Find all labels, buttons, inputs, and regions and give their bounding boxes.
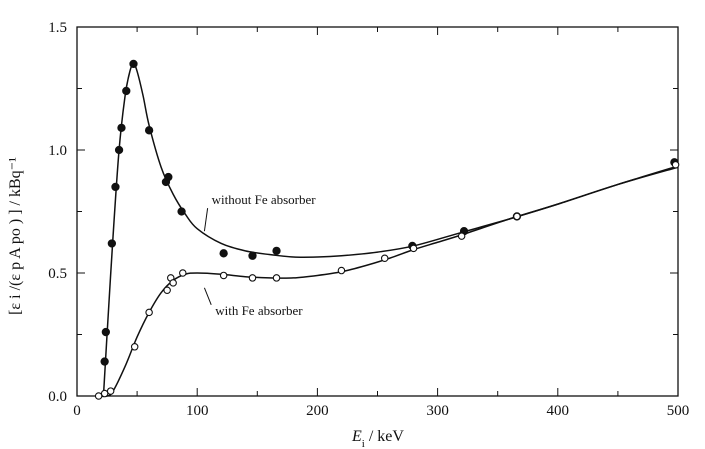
plot-border (76, 26, 679, 397)
x-axis-title: Ei / keV (351, 428, 404, 449)
data-point-open (409, 244, 418, 253)
data-point-open (179, 269, 187, 277)
annotation-leader (203, 287, 212, 306)
x-tick-label: 100 (186, 403, 209, 419)
y-tick-label: 0.0 (48, 389, 67, 405)
data-point-filled (272, 246, 281, 256)
series-2-curve (95, 165, 679, 398)
data-point-open (380, 254, 389, 262)
tick-labels: 0 100 200 300 400 500 0.0 0.5 1.0 1.5 (48, 20, 689, 419)
y-tick-label: 0.5 (48, 266, 67, 282)
x-tick-label: 200 (306, 403, 329, 419)
annotation-leader (203, 208, 209, 232)
data-point-open (671, 161, 680, 169)
data-point-filled (101, 327, 110, 337)
plot-frame (76, 26, 679, 397)
y-tick-label: 1.0 (48, 143, 67, 159)
data-point-open (513, 212, 521, 221)
series-1-curve (102, 63, 679, 397)
data-point-open (106, 387, 115, 395)
data-point-filled (107, 239, 117, 248)
annotation-label: with Fe absorber (215, 303, 303, 318)
data-point-filled (219, 249, 228, 258)
data-point-open (272, 274, 281, 282)
data-point-open (457, 232, 466, 240)
data-point-open (248, 274, 257, 282)
data-point-filled (117, 123, 126, 133)
data-point-filled (177, 207, 186, 216)
data-point-open (169, 279, 177, 287)
axis-ticks (76, 26, 679, 397)
data-point-open (100, 389, 109, 398)
y-tick-label: 1.5 (48, 20, 67, 36)
data-point-open (145, 308, 153, 317)
x-tick-label: 0 (73, 403, 81, 419)
annotation-label: without Fe absorber (212, 192, 317, 207)
data-point-filled (129, 59, 138, 69)
data-point-filled (164, 172, 173, 182)
data-point-open (94, 392, 103, 400)
data-point-filled (122, 86, 131, 96)
data-point-open (163, 286, 171, 294)
x-tick-label: 400 (547, 403, 570, 419)
data-point-open (130, 343, 139, 351)
data-point-filled (248, 251, 257, 260)
x-tick-label: 500 (667, 403, 690, 419)
data-point-filled (111, 182, 120, 192)
data-point-filled (144, 126, 154, 135)
y-axis-title: [ε i /(ε p A po ) ] / kBq⁻¹ (7, 157, 24, 315)
data-point-open (337, 266, 346, 275)
data-point-open (219, 271, 228, 280)
data-point-filled (100, 357, 109, 366)
fit-curves (95, 63, 679, 398)
x-tick-label: 300 (426, 403, 449, 419)
annotations: without Fe absorber with Fe absorber (203, 192, 317, 318)
data-points (94, 59, 680, 400)
data-point-filled (114, 145, 124, 155)
